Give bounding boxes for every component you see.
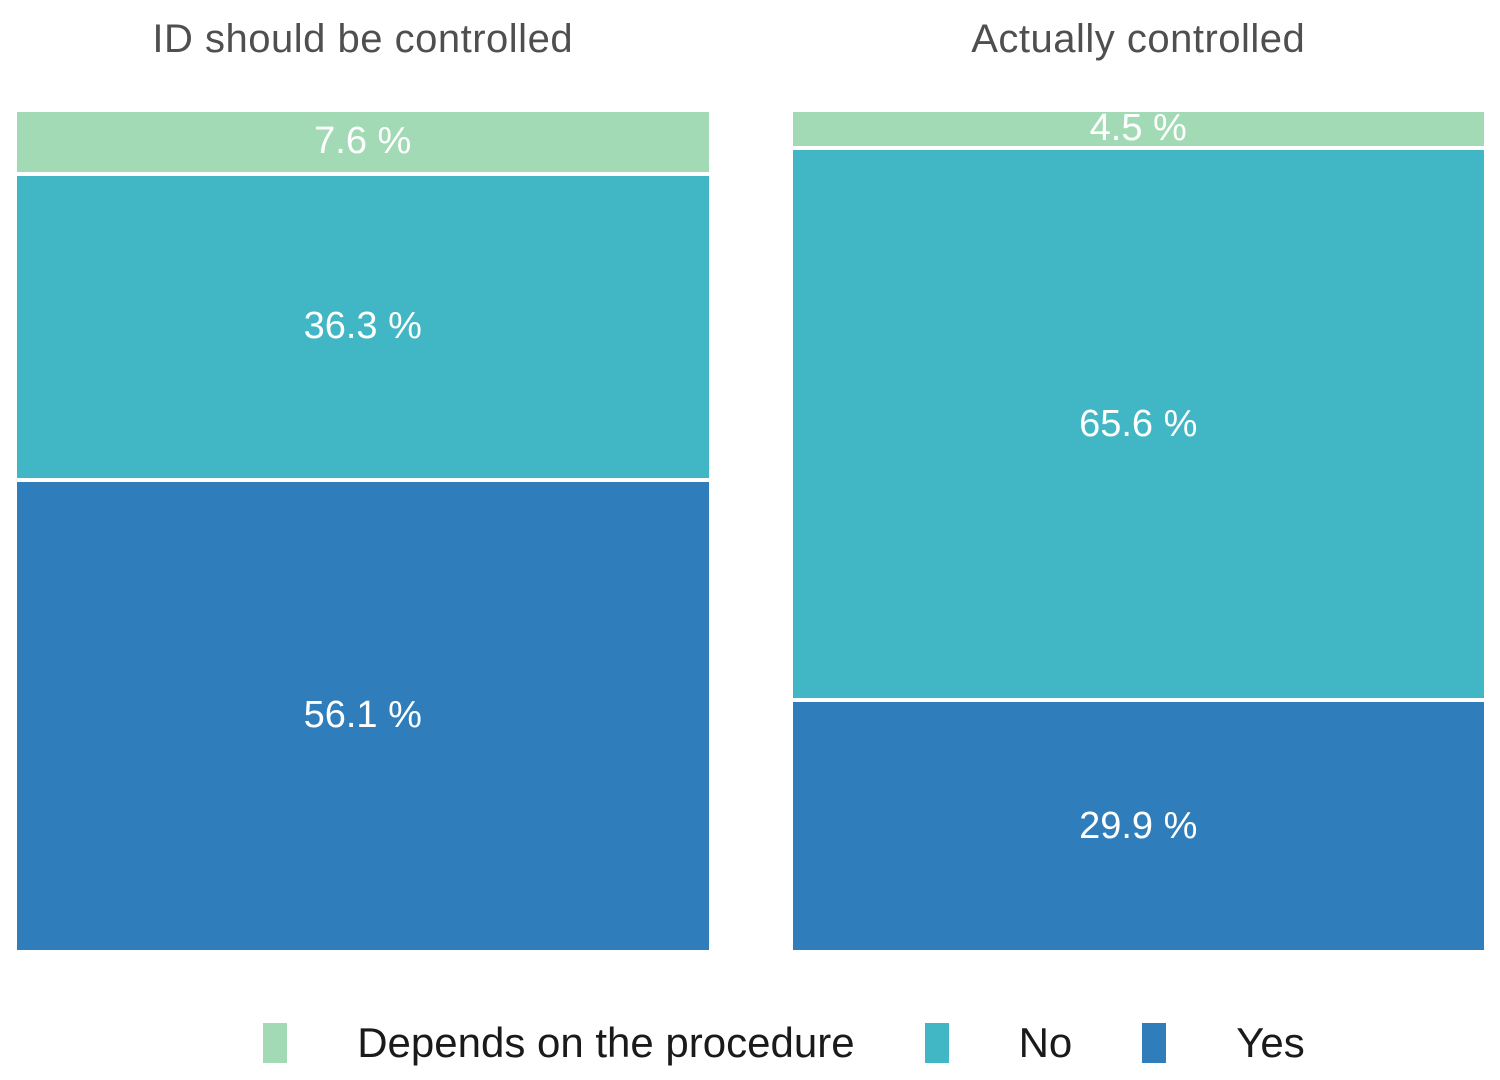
bar-segment-yes: 29.9 % [790,700,1486,952]
legend: Depends on the procedure No Yes [0,1019,1500,1067]
bar-segment-depends: 7.6 % [15,110,711,174]
bar-segment-no: 65.6 % [790,147,1486,701]
segment-value-label: 65.6 % [1079,402,1198,445]
legend-label: Depends on the procedure [357,1019,855,1066]
stacked-bar-should: 7.6 % 36.3 % 56.1 % [15,110,711,952]
column-id-should-be-controlled: ID should be controlled 7.6 % 36.3 % 56.1 … [15,0,711,952]
stacked-bar-actual: 4.5 % 65.6 % 29.9 % [790,107,1486,952]
segment-value-label: 7.6 % [314,120,412,163]
segment-value-label: 29.9 % [1079,804,1198,847]
legend-swatch-yes [1142,1023,1167,1063]
column-title-actual: Actually controlled [971,17,1306,61]
column-actually-controlled: Actually controlled 4.5 % 65.6 % 29.9 % [790,0,1486,952]
column-title-should: ID should be controlled [152,17,574,61]
bar-segment-no: 36.3 % [15,173,711,480]
stacked-bar-chart: ID should be controlled 7.6 % 36.3 % 56.1 … [15,0,1486,952]
legend-swatch-no [924,1023,949,1063]
segment-value-label: 56.1 % [303,694,422,737]
legend-item-yes: Yes [1142,1019,1305,1067]
bar-segment-yes: 56.1 % [15,479,711,952]
segment-value-label: 4.5 % [1089,107,1187,150]
legend-item-depends: Depends on the procedure [263,1019,855,1067]
legend-item-no: No [924,1019,1073,1067]
bar-segment-depends: 4.5 % [790,107,1486,150]
legend-swatch-depends [263,1023,288,1063]
legend-label: Yes [1236,1019,1305,1066]
legend-label: No [1018,1019,1073,1066]
segment-value-label: 36.3 % [303,305,422,348]
